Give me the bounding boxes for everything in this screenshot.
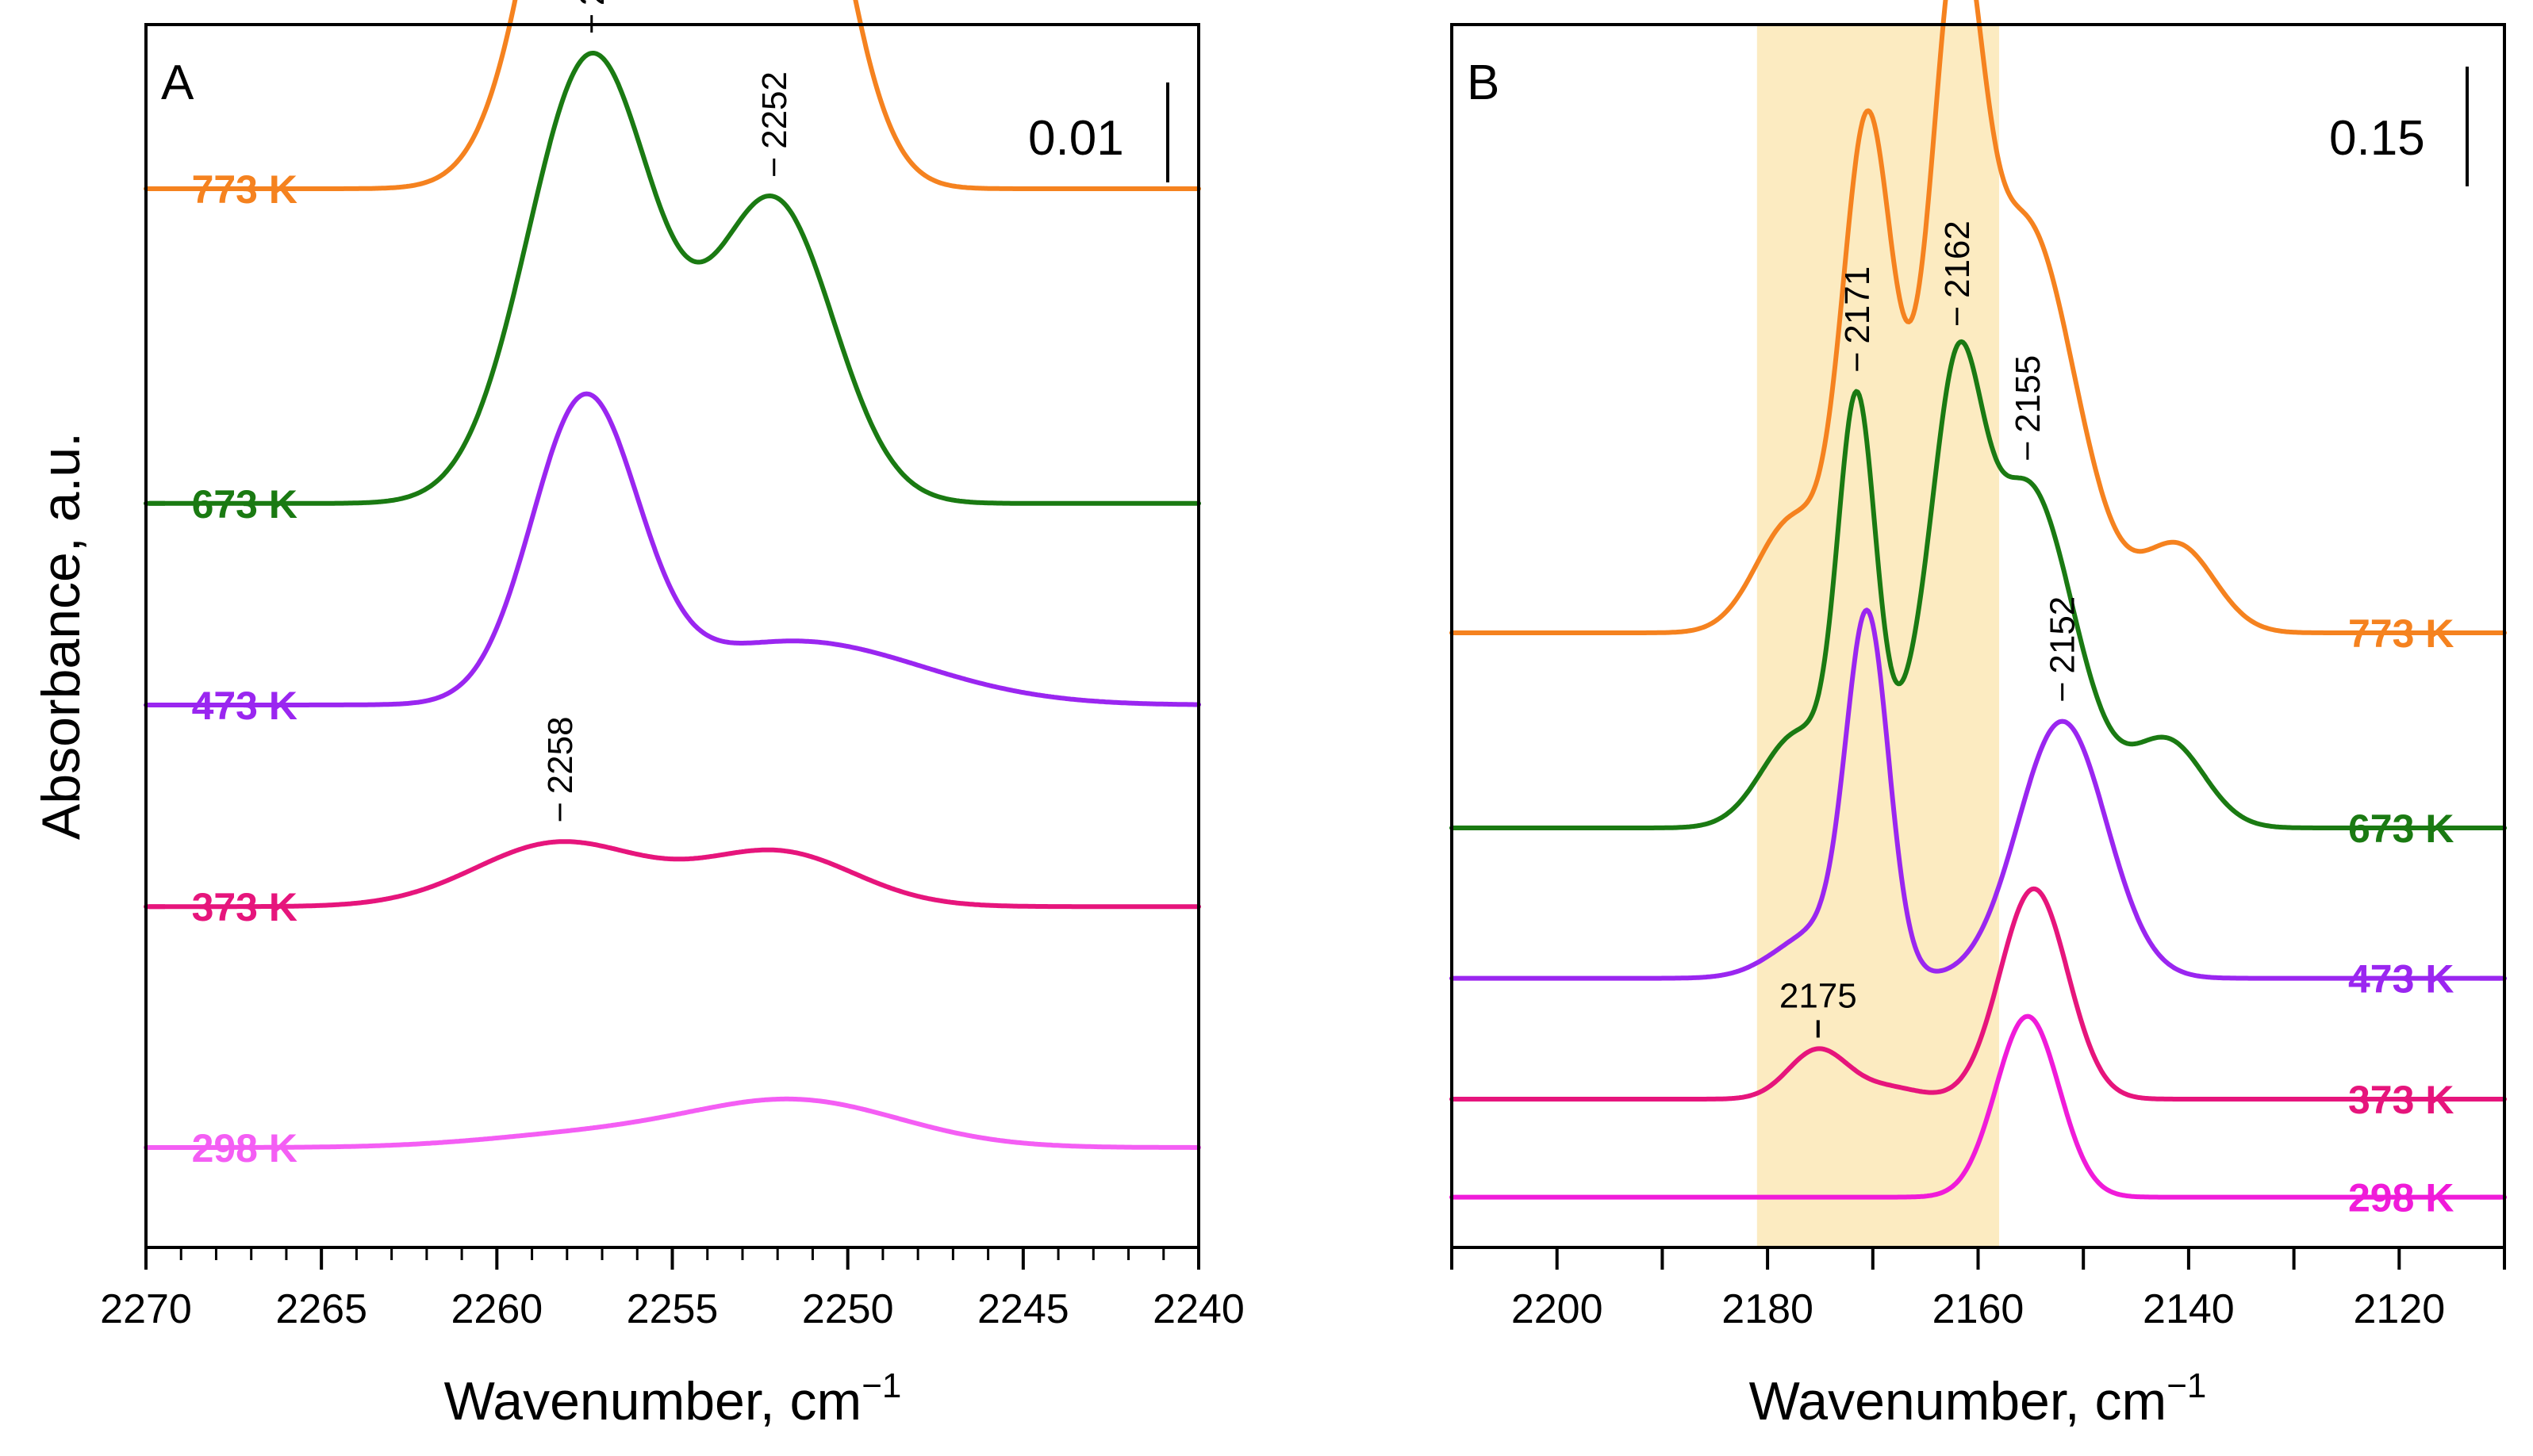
panel-a-curves (144, 0, 1201, 1150)
peak-label: 2252 (755, 71, 794, 149)
x-tick-label: 2200 (1511, 1286, 1603, 1332)
panel-b-curves (1449, 0, 2507, 1200)
x-tick-label: 2140 (2143, 1286, 2235, 1332)
panel-b-highlight-band (1756, 26, 2000, 1246)
series-label: 473 K (2348, 957, 2454, 1002)
panel-b-x-axis-title-text: Wavenumber, cm (1749, 1371, 2167, 1431)
curve-673-k (144, 51, 1201, 506)
series-label: 673 K (2348, 807, 2454, 851)
curve-773-k (144, 0, 1201, 191)
panel-b-letter: B (1467, 56, 1499, 110)
x-tick-label: 2260 (451, 1286, 543, 1332)
series-label: 773 K (192, 167, 297, 212)
series-label: 298 K (2348, 1176, 2454, 1220)
panel-b-scale-label: 0.15 (2329, 111, 2425, 166)
series-label: 773 K (2348, 611, 2454, 656)
panel-b: 2200 2180 2160 2140 2120 773 K 673 K 473 K 373 … (1449, 0, 2507, 1332)
curve-298-k (1449, 1013, 2507, 1200)
x-tick-label: 2120 (2353, 1286, 2445, 1332)
panel-a-peak-annotations: 2257 2252 2258 (541, 0, 794, 822)
peak-label: 2175 (1779, 976, 1857, 1015)
panel-a-series-labels: 773 K 673 K 473 K 373 K 298 K (149, 167, 297, 1171)
peak-label: 2152 (2044, 596, 2082, 674)
series-label: 373 K (2348, 1078, 2454, 1122)
curve-773-k (1449, 0, 2507, 635)
curve-473-k (144, 391, 1201, 707)
panel-a-x-axis-title-text: Wavenumber, cm (444, 1371, 862, 1431)
peak-label: 2162 (1938, 220, 1977, 298)
x-tick-label: 2240 (1153, 1286, 1245, 1332)
series-label: 373 K (192, 885, 297, 929)
panel-a-letter: A (161, 56, 194, 110)
series-label: 673 K (192, 482, 297, 527)
series-label: 298 K (192, 1126, 297, 1171)
peak-label: 2171 (1838, 266, 1877, 344)
x-tick-label: 2250 (802, 1286, 894, 1332)
panel-b-series-labels: 773 K 673 K 473 K 373 K 298 K (2348, 611, 2500, 1220)
x-tick-label: 2245 (977, 1286, 1069, 1332)
panel-a-scale-label: 0.01 (1028, 111, 1124, 166)
peak-label: 2258 (541, 716, 580, 794)
panel-a-x-ticks: 2270 2265 2260 2255 2250 2245 2240 (100, 1247, 1245, 1332)
curve-373-k (144, 839, 1201, 910)
series-label: 473 K (192, 684, 297, 728)
panel-a: 2270 2265 2260 2255 2250 2245 2240 773 K 673 K 4… (100, 0, 1245, 1332)
x-tick-label: 2160 (1932, 1286, 2024, 1332)
x-tick-label: 2270 (100, 1286, 192, 1332)
x-tick-label: 2180 (1721, 1286, 1813, 1332)
y-axis-title: Absorbance, a.u. (31, 432, 91, 840)
curve-673-k (1449, 339, 2507, 830)
panel-b-peak-annotations: 2171 2162 2155 2152 2175 (1779, 220, 2082, 1038)
panel-b-x-axis-title: Wavenumber, cm−1 (1749, 1366, 2207, 1431)
x-tick-label: 2255 (627, 1286, 719, 1332)
panel-b-x-axis-title-sup: −1 (2166, 1366, 2206, 1405)
panel-a-x-axis-title: Wavenumber, cm−1 (444, 1366, 902, 1431)
curve-373-k (1449, 886, 2507, 1102)
panel-b-x-ticks: 2200 2180 2160 2140 2120 (1450, 1247, 2506, 1332)
panel-a-frame (144, 23, 1200, 1249)
peak-label: 2155 (2009, 355, 2048, 433)
peak-label: 2257 (573, 0, 612, 6)
x-tick-label: 2265 (275, 1286, 367, 1332)
curve-298-k (144, 1096, 1201, 1150)
curve-473-k (1449, 607, 2507, 981)
panel-a-x-axis-title-sup: −1 (862, 1366, 901, 1405)
